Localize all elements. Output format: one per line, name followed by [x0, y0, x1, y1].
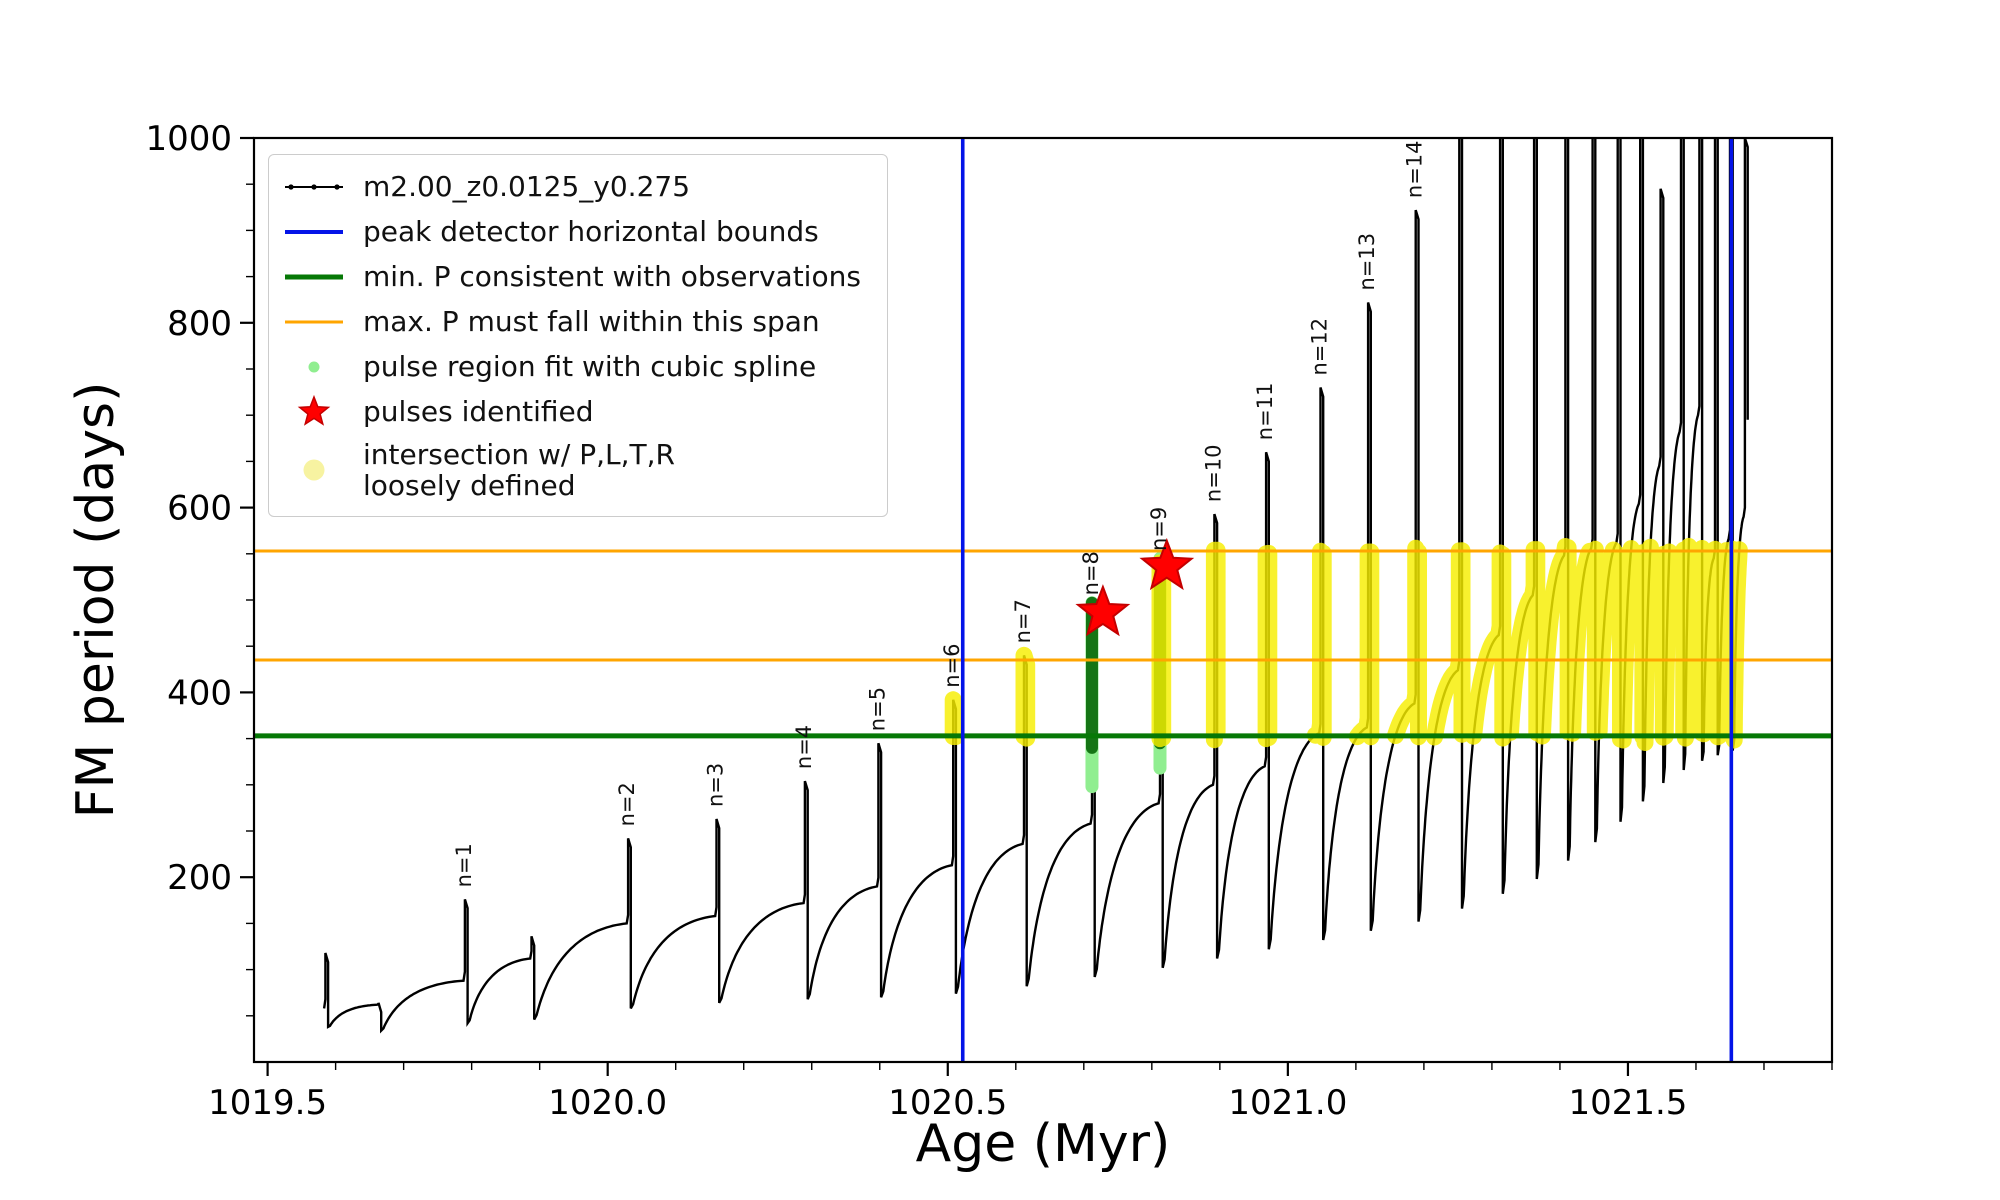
- pulse-label: n=9: [1147, 507, 1171, 551]
- legend-item-label: peak detector horizontal bounds: [363, 215, 819, 249]
- pulse-label: n=2: [615, 782, 639, 826]
- y-tick-label: 800: [167, 304, 232, 344]
- legend-item: peak detector horizontal bounds: [281, 214, 861, 250]
- intersection-scatter-path: [944, 537, 1748, 751]
- x-tick-label: 1019.5: [208, 1083, 327, 1123]
- pulse-label: n=6: [940, 644, 964, 688]
- legend-line-dots-icon: [281, 169, 351, 205]
- legend-item: max. P must fall within this span: [281, 304, 861, 340]
- legend-item-label: min. P consistent with observations: [363, 260, 861, 294]
- legend-item: m2.00_z0.0125_y0.275: [281, 169, 861, 205]
- pulse-label: n=13: [1355, 233, 1379, 291]
- y-axis-title: FM period (days): [66, 381, 126, 819]
- legend-item-label: pulse region fit with cubic spline: [363, 350, 817, 384]
- pulse-label: n=10: [1201, 444, 1225, 502]
- legend-star-icon: [281, 394, 351, 430]
- pulse-star-icon: [1139, 537, 1195, 591]
- legend-item-label: m2.00_z0.0125_y0.275: [363, 170, 691, 204]
- legend-dot-icon: [281, 452, 351, 488]
- legend-item: min. P consistent with observations: [281, 259, 861, 295]
- legend-item-label: intersection w/ P,L,T,R loosely defined: [363, 438, 675, 503]
- pulse-label: n=11: [1253, 383, 1277, 441]
- x-tick-label: 1021.0: [1228, 1083, 1347, 1123]
- pulse-label: n=5: [865, 687, 889, 731]
- pulse-label: n=3: [704, 763, 728, 807]
- y-tick-label: 200: [167, 858, 232, 898]
- legend-item: intersection w/ P,L,T,R loosely defined: [281, 439, 861, 502]
- legend-line-icon: [281, 259, 351, 295]
- legend-item: pulse region fit with cubic spline: [281, 349, 861, 385]
- intersection-scatter: [944, 537, 1748, 751]
- x-axis-title: Age (Myr): [915, 1114, 1171, 1174]
- pulse-label: n=8: [1079, 551, 1103, 595]
- x-tick-label: 1021.5: [1568, 1083, 1687, 1123]
- legend-line-icon: [281, 214, 351, 250]
- x-tick-label: 1020.5: [888, 1083, 1007, 1123]
- y-tick-label: 400: [167, 673, 232, 713]
- legend-item-label: max. P must fall within this span: [363, 305, 820, 339]
- legend-line-icon: [281, 304, 351, 340]
- legend-item-label: pulses identified: [363, 395, 594, 429]
- y-tick-label: 1000: [145, 119, 232, 159]
- legend-dot-small-icon: [281, 349, 351, 385]
- pulse-label: n=1: [452, 843, 476, 887]
- y-tick-label: 600: [167, 489, 232, 529]
- pulse-star-icon: [1075, 584, 1131, 637]
- pulse-label: n=12: [1308, 318, 1332, 376]
- legend-item: pulses identified: [281, 394, 861, 430]
- pulse-label: n=14: [1403, 140, 1427, 198]
- pulse-label: n=4: [792, 725, 816, 769]
- x-tick-label: 1020.0: [548, 1083, 667, 1123]
- pulse-label: n=7: [1011, 599, 1035, 643]
